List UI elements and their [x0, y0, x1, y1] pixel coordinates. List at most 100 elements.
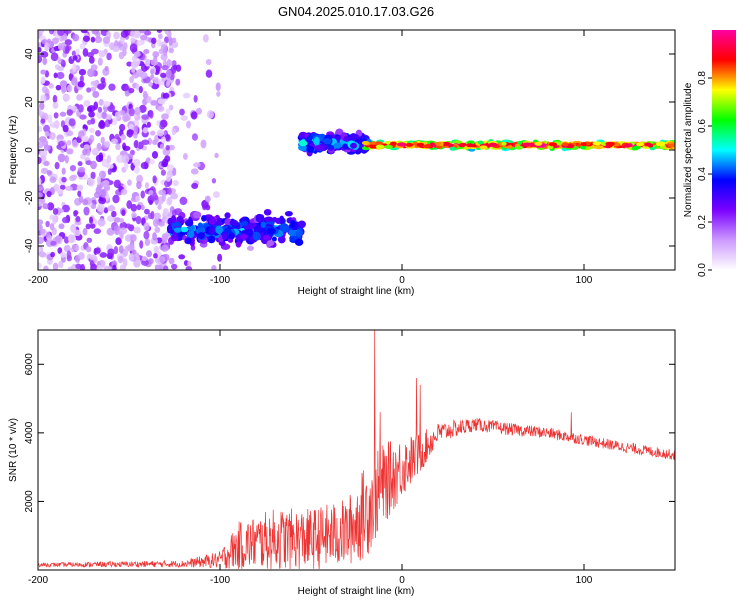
- spectrogram-cell: [130, 234, 137, 242]
- spectrogram-cell: [78, 195, 84, 203]
- spectrogram-cell: [145, 96, 152, 103]
- spectrogram-cell: [180, 226, 189, 233]
- spectrogram-cell: [123, 162, 129, 170]
- spectrogram-cell: [78, 252, 85, 260]
- spectrogram-cell: [48, 30, 55, 35]
- spectrogram-cell: [87, 178, 96, 187]
- spectrogram-cell: [580, 145, 587, 150]
- spectrogram-cell: [154, 194, 159, 201]
- spectrogram-cell: [115, 143, 121, 151]
- spectrogram-cell: [156, 129, 165, 137]
- spectrogram-cell: [215, 225, 223, 235]
- spectrogram-cell: [49, 223, 55, 231]
- spectrogram-cell: [157, 203, 162, 210]
- spectrogram-cell: [52, 262, 59, 270]
- colorbar-label: Normalized spectral amplitude: [683, 82, 694, 217]
- spectrogram-cell: [161, 64, 169, 71]
- snr-series-line: [38, 330, 675, 570]
- spectrogram-cell: [101, 180, 107, 187]
- spectrogram-cell: [160, 72, 167, 78]
- x-tick-label: 0: [399, 575, 405, 586]
- spectrogram-cell: [142, 90, 148, 100]
- spectrogram-cell: [57, 57, 62, 64]
- spectrogram-cell: [130, 37, 136, 43]
- spectrogram-cell: [126, 243, 135, 252]
- spectrogram-cell: [80, 30, 88, 34]
- spectrogram-cell: [146, 121, 152, 128]
- spectrogram-cell: [46, 190, 52, 198]
- spectrogram-cell: [429, 142, 435, 147]
- spectrogram-cell: [71, 244, 76, 250]
- spectrogram-cell: [131, 212, 137, 219]
- spectrogram-cell: [405, 142, 414, 147]
- spectrogram-cell: [144, 208, 150, 215]
- spectrogram-cell: [149, 109, 154, 119]
- spectrogram-cell: [163, 47, 168, 57]
- spectrogram-cell: [127, 179, 132, 186]
- spectrogram-cell: [168, 36, 173, 46]
- spectrogram-cell: [119, 217, 124, 224]
- spectrogram-cell: [100, 136, 105, 144]
- spectrogram-cell: [99, 252, 108, 258]
- spectrogram-cell: [44, 130, 50, 137]
- spectrogram-cell: [68, 118, 76, 127]
- spectrogram-cell: [173, 227, 182, 233]
- spectrogram-cell: [479, 145, 488, 150]
- spectrogram-cell: [85, 223, 91, 230]
- spectrogram-cell: [163, 265, 169, 270]
- spectrogram-cell: [195, 107, 203, 115]
- spectrogram-cell: [60, 251, 66, 258]
- spectrogram-cell: [140, 204, 145, 211]
- spectrogram-cell: [534, 141, 543, 146]
- spectrogram-cell: [138, 104, 147, 113]
- spectrogram-cell: [41, 76, 46, 84]
- spectrogram-cell: [43, 160, 50, 167]
- spectrogram-cell: [361, 141, 370, 146]
- spectrogram-cell: [435, 144, 443, 149]
- spectrogram-cell: [350, 142, 358, 149]
- spectrogram-cell: [44, 42, 50, 52]
- spectrogram-cell: [212, 191, 220, 198]
- spectrogram-cell: [40, 155, 47, 161]
- spectrogram-cell: [131, 67, 136, 73]
- spectrogram-cell: [548, 142, 558, 147]
- spectrogram-cell: [235, 240, 242, 248]
- spectrogram-cell: [102, 36, 111, 44]
- spectrogram-cell: [53, 72, 58, 79]
- spectrogram-cell: [458, 143, 466, 148]
- spectrogram-cell: [277, 235, 286, 244]
- spectrogram-cell: [192, 211, 202, 219]
- spectrogram-cell: [82, 35, 91, 42]
- spectrogram-cell: [69, 165, 77, 172]
- spectrogram-cell: [593, 145, 604, 150]
- spectrogram-cell: [158, 255, 166, 264]
- spectrogram-cell: [144, 30, 152, 36]
- spectrogram-cell: [91, 147, 99, 156]
- spectrogram-cell: [103, 207, 109, 214]
- spectrogram-cell: [279, 223, 290, 233]
- snr-panel: -200 -100 0 100 2000 4000 6000 Height of strai…: [8, 329, 676, 597]
- spectrogram-cell: [133, 51, 141, 58]
- spectrogram-cell: [40, 51, 49, 58]
- spectrogram-cell: [211, 264, 217, 270]
- spectrogram-cell: [50, 52, 59, 62]
- spectrogram-cell: [40, 94, 47, 104]
- spectrogram-cell: [449, 146, 457, 151]
- spectrogram-cell: [161, 244, 169, 252]
- spectrogram-cell: [78, 104, 84, 113]
- spectrogram-cell: [170, 263, 178, 270]
- spectrogram-cell: [288, 229, 297, 237]
- spectrogram-cell: [96, 203, 105, 212]
- spectrogram-cell: [120, 134, 127, 141]
- spectrogram-cell: [86, 237, 93, 243]
- spectrogram-cell: [46, 202, 55, 211]
- spectrogram-cell: [162, 92, 170, 99]
- spectrogram-cell: [184, 237, 192, 244]
- spectrogram-cell: [168, 47, 175, 54]
- spectrogram-cell: [342, 143, 348, 150]
- spectrogram-cell: [166, 164, 175, 171]
- spectrogram-cell: [294, 238, 304, 246]
- spectrogram-cell: [263, 234, 271, 241]
